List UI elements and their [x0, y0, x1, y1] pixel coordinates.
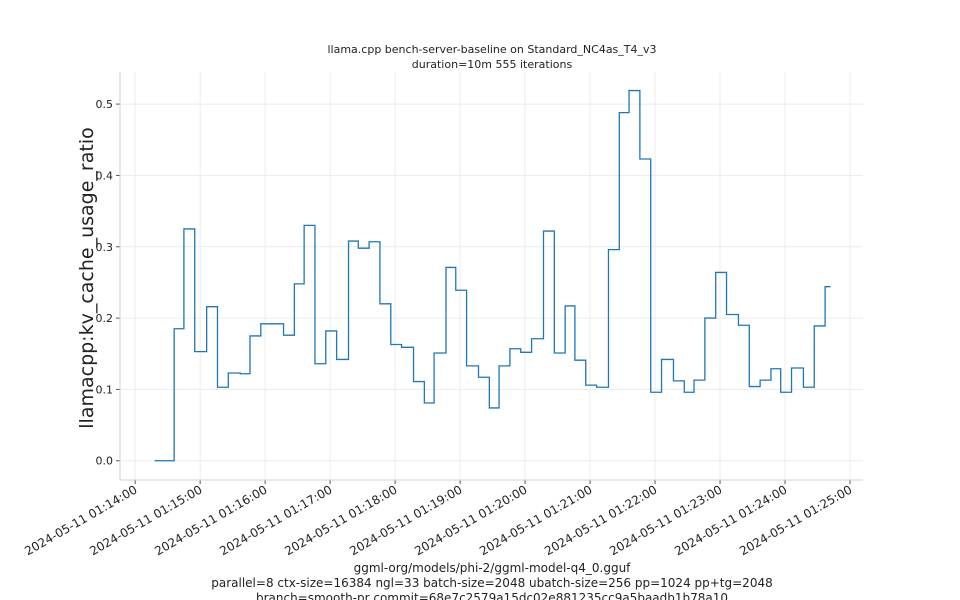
x-tick-label: 2024-05-11 01:24:00: [672, 482, 789, 558]
x-tick-label: 2024-05-11 01:25:00: [737, 482, 854, 558]
x-axis-label: ggml-org/models/phi-2/ggml-model-q4_0.gg…: [354, 561, 632, 575]
x-tick-label: 2024-05-11 01:20:00: [412, 482, 529, 558]
x-axis-label: parallel=8 ctx-size=16384 ngl=33 batch-s…: [211, 576, 772, 590]
x-tick-label: 2024-05-11 01:23:00: [607, 482, 724, 558]
x-tick-label: 2024-05-11 01:18:00: [282, 482, 399, 558]
x-axis-label: branch=smooth-pr commit=68e7c2579a15dc02…: [256, 591, 728, 600]
x-tick-label: 2024-05-11 01:22:00: [542, 482, 659, 558]
chart-title: llama.cpp bench-server-baseline on Stand…: [327, 43, 656, 56]
y-tick-label: 0.1: [96, 383, 114, 396]
y-tick-label: 0.5: [96, 98, 114, 111]
chart-subtitle: duration=10m 555 iterations: [412, 58, 573, 71]
x-tick-label: 2024-05-11 01:15:00: [87, 482, 204, 558]
y-tick-label: 0.4: [96, 169, 114, 182]
y-tick-label: 0.2: [96, 312, 114, 325]
y-tick-label: 0.0: [96, 455, 114, 468]
x-tick-label: 2024-05-11 01:19:00: [347, 482, 464, 558]
x-tick-label: 2024-05-11 01:17:00: [217, 482, 334, 558]
data-line: [154, 89, 831, 462]
y-tick-label: 0.3: [96, 241, 114, 254]
x-tick-label: 2024-05-11 01:14:00: [22, 482, 139, 558]
x-tick-label: 2024-05-11 01:21:00: [477, 482, 594, 558]
x-tick-label: 2024-05-11 01:16:00: [152, 482, 269, 558]
y-axis-label: llamacpp:kv_cache_usage_ratio: [76, 127, 98, 428]
